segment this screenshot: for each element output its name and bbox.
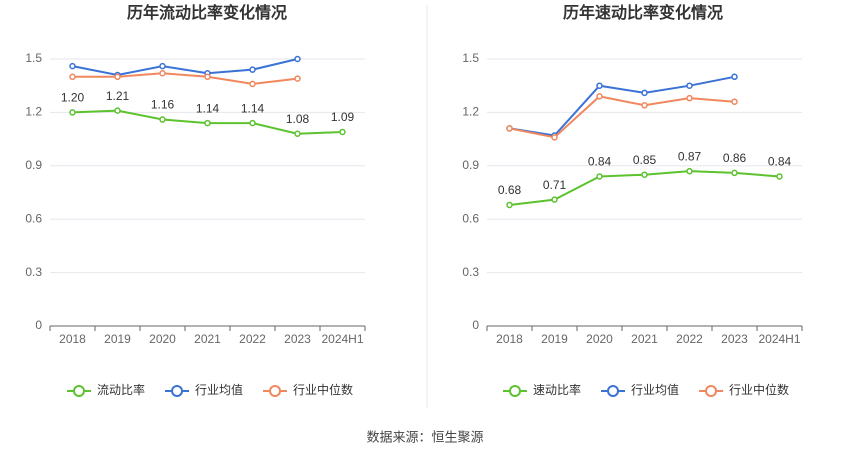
x-tick-label: 2022	[239, 332, 266, 346]
point	[641, 102, 648, 109]
y-tick-label: 0.3	[462, 265, 479, 279]
y-tick-label: 1.2	[462, 105, 479, 119]
point	[159, 69, 166, 77]
point	[159, 116, 166, 123]
point	[294, 130, 301, 138]
x-tick-label: 2018	[496, 332, 523, 346]
legend-label: 行业均值	[631, 382, 679, 397]
data-label: 0.68	[498, 183, 522, 197]
legend-marker	[607, 385, 620, 397]
y-tick-label: 0.9	[25, 158, 42, 172]
series-line	[72, 58, 298, 77]
chart-title: 历年速动比率变化情况	[563, 3, 723, 22]
point	[339, 128, 346, 136]
data-label: 1.14	[196, 101, 220, 115]
point	[294, 55, 301, 63]
point	[776, 173, 783, 180]
x-tick-label: 2024H1	[321, 332, 363, 346]
point	[551, 196, 558, 203]
chart-title: 历年流动比率变化情况	[127, 3, 287, 22]
legend-label: 行业均值	[195, 382, 243, 397]
point	[294, 75, 301, 82]
x-tick-label: 2019	[104, 332, 131, 346]
y-tick-label: 0	[35, 318, 42, 332]
point	[686, 82, 693, 89]
point	[249, 80, 256, 88]
series-line	[509, 75, 735, 137]
y-tick-label: 1.5	[462, 51, 479, 65]
legend-label: 行业中位数	[293, 382, 353, 397]
data-label: 1.08	[286, 112, 310, 126]
x-tick-label: 2021	[194, 332, 221, 346]
point	[641, 171, 648, 178]
series-line	[509, 95, 735, 139]
point	[204, 119, 211, 127]
point	[114, 73, 121, 81]
point	[69, 73, 76, 81]
series-line	[72, 72, 298, 85]
point	[731, 98, 738, 105]
point	[204, 73, 211, 81]
point	[596, 93, 603, 100]
x-tick-label: 2019	[541, 332, 568, 346]
x-tick-label: 2024H1	[758, 332, 800, 346]
point	[114, 107, 121, 114]
point	[686, 94, 693, 102]
legend-label: 行业中位数	[729, 382, 789, 397]
point	[641, 89, 648, 97]
point	[596, 82, 603, 89]
y-tick-label: 0.6	[462, 211, 479, 225]
point	[731, 169, 738, 177]
x-tick-label: 2018	[59, 332, 86, 346]
y-tick-label: 0.9	[462, 158, 479, 172]
legend-marker	[73, 385, 85, 397]
point	[69, 62, 76, 70]
x-tick-label: 2022	[676, 332, 703, 346]
y-tick-label: 0	[472, 318, 479, 332]
point	[596, 173, 603, 180]
data-label: 1.21	[106, 89, 130, 103]
data-label: 0.71	[543, 178, 567, 192]
point	[551, 134, 558, 141]
y-tick-label: 0.6	[25, 211, 42, 225]
y-tick-label: 0.3	[25, 265, 42, 279]
y-tick-label: 1.5	[25, 51, 42, 65]
data-label: 0.85	[633, 153, 657, 167]
legend-marker	[705, 385, 718, 397]
x-tick-label: 2021	[631, 332, 658, 346]
data-label: 0.86	[723, 151, 747, 165]
point	[159, 62, 166, 70]
data-label: 1.14	[241, 101, 265, 115]
data-label: 1.20	[61, 91, 85, 105]
point	[731, 73, 738, 81]
point	[686, 167, 693, 175]
data-label: 0.87	[678, 149, 702, 163]
source: 数据来源：恒生聚源	[366, 429, 483, 444]
point	[506, 201, 513, 209]
legend-marker	[269, 385, 282, 397]
data-label: 0.84	[768, 155, 792, 169]
legend-marker	[509, 385, 521, 397]
legend-marker	[171, 385, 184, 397]
data-label: 1.16	[151, 98, 175, 112]
x-tick-label: 2023	[721, 332, 748, 346]
legend-label: 流动比率	[97, 382, 145, 397]
x-tick-label: 2020	[149, 332, 176, 346]
point	[249, 119, 256, 127]
data-label: 1.09	[331, 110, 355, 124]
x-tick-label: 2020	[586, 332, 613, 346]
point	[69, 109, 76, 116]
legend-label: 速动比率	[533, 382, 581, 397]
y-tick-label: 1.2	[25, 105, 42, 119]
x-tick-label: 2023	[284, 332, 311, 346]
data-label: 0.84	[588, 155, 612, 169]
point	[249, 66, 256, 73]
point	[506, 125, 513, 132]
